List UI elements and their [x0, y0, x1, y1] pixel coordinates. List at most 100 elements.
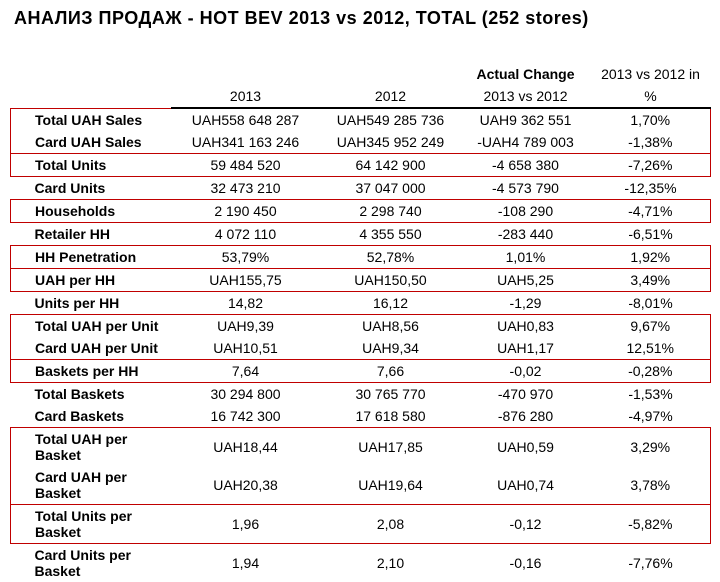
row-label: Card UAH per Basket — [11, 466, 171, 505]
table-row: Total Baskets30 294 80030 765 770-470 97… — [11, 383, 711, 406]
table-row: Total Units per Basket1,962,08-0,12-5,82… — [11, 505, 711, 544]
cell-value: 2,10 — [321, 544, 461, 582]
cell-value: 2 190 450 — [171, 200, 321, 223]
row-label: Total UAH Sales — [11, 108, 171, 131]
cell-value: -1,29 — [461, 292, 591, 315]
row-label: Card Units — [11, 177, 171, 200]
row-label: Total UAH per Basket — [11, 428, 171, 467]
cell-value: 30 294 800 — [171, 383, 321, 406]
cell-value: -6,51% — [591, 223, 711, 246]
table-row: Households2 190 4502 298 740-108 290-4,7… — [11, 200, 711, 223]
cell-value: 16 742 300 — [171, 405, 321, 428]
header-pct-top: 2013 vs 2012 in — [591, 63, 711, 85]
cell-value: -470 970 — [461, 383, 591, 406]
row-label: Households — [11, 200, 171, 223]
table-row: Card UAH per BasketUAH20,38UAH19,64UAH0,… — [11, 466, 711, 505]
table-row: Card Units32 473 21037 047 000-4 573 790… — [11, 177, 711, 200]
cell-value: -7,26% — [591, 154, 711, 177]
cell-value: 16,12 — [321, 292, 461, 315]
header-row-1: Actual Change 2013 vs 2012 in — [11, 63, 711, 85]
header-actual-change: Actual Change — [461, 63, 591, 85]
cell-value: -8,01% — [591, 292, 711, 315]
cell-value: 12,51% — [591, 337, 711, 360]
cell-value: UAH0,83 — [461, 315, 591, 338]
cell-value: UAH341 163 246 — [171, 131, 321, 154]
cell-value: UAH17,85 — [321, 428, 461, 467]
cell-value: 9,67% — [591, 315, 711, 338]
table-body: Total UAH SalesUAH558 648 287UAH549 285 … — [11, 108, 711, 582]
row-label: Total Baskets — [11, 383, 171, 406]
row-label: Retailer HH — [11, 223, 171, 246]
row-label: Card Baskets — [11, 405, 171, 428]
cell-value: UAH0,74 — [461, 466, 591, 505]
row-label: Card Units per Basket — [11, 544, 171, 582]
cell-value: UAH345 952 249 — [321, 131, 461, 154]
cell-value: UAH9,34 — [321, 337, 461, 360]
cell-value: -108 290 — [461, 200, 591, 223]
table-row: Card Baskets16 742 30017 618 580-876 280… — [11, 405, 711, 428]
cell-value: -5,82% — [591, 505, 711, 544]
cell-value: UAH150,50 — [321, 269, 461, 292]
cell-value: -0,12 — [461, 505, 591, 544]
table-row: Card UAH per UnitUAH10,51UAH9,34UAH1,171… — [11, 337, 711, 360]
row-label: Total Units — [11, 154, 171, 177]
table-row: Baskets per HH7,647,66-0,02-0,28% — [11, 360, 711, 383]
cell-value: 1,94 — [171, 544, 321, 582]
cell-value: UAH5,25 — [461, 269, 591, 292]
cell-value: UAH155,75 — [171, 269, 321, 292]
cell-value: -1,38% — [591, 131, 711, 154]
cell-value: -4,97% — [591, 405, 711, 428]
header-blank — [11, 63, 171, 85]
cell-value: 1,70% — [591, 108, 711, 131]
cell-value: 30 765 770 — [321, 383, 461, 406]
cell-value: UAH10,51 — [171, 337, 321, 360]
cell-value: -283 440 — [461, 223, 591, 246]
row-label: HH Penetration — [11, 246, 171, 269]
cell-value: -4 658 380 — [461, 154, 591, 177]
header-pct-bot: % — [591, 85, 711, 108]
cell-value: 17 618 580 — [321, 405, 461, 428]
row-label: Total Units per Basket — [11, 505, 171, 544]
header-row-2: 2013 2012 2013 vs 2012 % — [11, 85, 711, 108]
row-label: Card UAH Sales — [11, 131, 171, 154]
cell-value: -0,16 — [461, 544, 591, 582]
cell-value: UAH9,39 — [171, 315, 321, 338]
cell-value: UAH549 285 736 — [321, 108, 461, 131]
cell-value: UAH8,56 — [321, 315, 461, 338]
cell-value: 1,01% — [461, 246, 591, 269]
row-label: Total UAH per Unit — [11, 315, 171, 338]
cell-value: -7,76% — [591, 544, 711, 582]
table-row: Card UAH SalesUAH341 163 246UAH345 952 2… — [11, 131, 711, 154]
cell-value: 53,79% — [171, 246, 321, 269]
cell-value: -4 573 790 — [461, 177, 591, 200]
cell-value: UAH19,64 — [321, 466, 461, 505]
table-row: HH Penetration53,79%52,78%1,01%1,92% — [11, 246, 711, 269]
cell-value: -0,28% — [591, 360, 711, 383]
cell-value: 1,92% — [591, 246, 711, 269]
header-2013: 2013 — [171, 85, 321, 108]
cell-value: 4 355 550 — [321, 223, 461, 246]
table-row: Total Units59 484 52064 142 900-4 658 38… — [11, 154, 711, 177]
sales-analysis-table: Actual Change 2013 vs 2012 in 2013 2012 … — [10, 63, 711, 582]
cell-value: UAH558 648 287 — [171, 108, 321, 131]
cell-value: 52,78% — [321, 246, 461, 269]
cell-value: 1,96 — [171, 505, 321, 544]
cell-value: 37 047 000 — [321, 177, 461, 200]
cell-value: 2 298 740 — [321, 200, 461, 223]
table-row: UAH per HHUAH155,75UAH150,50UAH5,253,49% — [11, 269, 711, 292]
cell-value: 3,49% — [591, 269, 711, 292]
cell-value: 64 142 900 — [321, 154, 461, 177]
cell-value: -UAH4 789 003 — [461, 131, 591, 154]
cell-value: 14,82 — [171, 292, 321, 315]
table-row: Total UAH SalesUAH558 648 287UAH549 285 … — [11, 108, 711, 131]
cell-value: 59 484 520 — [171, 154, 321, 177]
cell-value: UAH0,59 — [461, 428, 591, 467]
cell-value: -876 280 — [461, 405, 591, 428]
header-change-period: 2013 vs 2012 — [461, 85, 591, 108]
header-col2-top — [321, 63, 461, 85]
table-row: Units per HH14,8216,12-1,29-8,01% — [11, 292, 711, 315]
page-title: АНАЛИЗ ПРОДАЖ - HOT BEV 2013 vs 2012, TO… — [14, 8, 710, 29]
row-label: Baskets per HH — [11, 360, 171, 383]
cell-value: UAH18,44 — [171, 428, 321, 467]
header-col1-top — [171, 63, 321, 85]
